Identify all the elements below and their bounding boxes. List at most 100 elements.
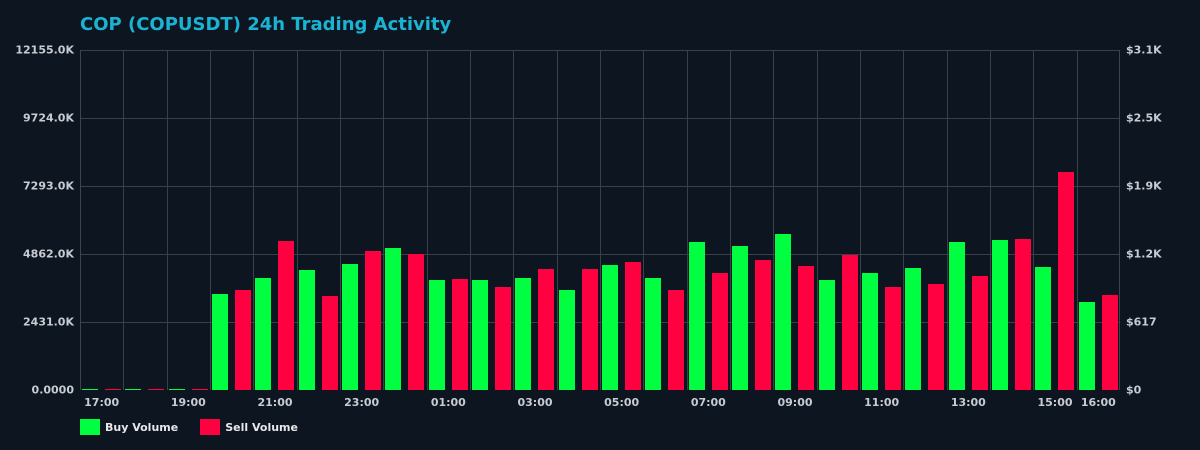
y-tick-right: $1.2K [1126, 247, 1162, 261]
buy-volume-bar[interactable] [342, 264, 358, 390]
x-tick-label: 19:00 [170, 396, 206, 409]
y-tick-right: $2.5K [1126, 111, 1162, 125]
v-gridline [600, 50, 601, 390]
sell-volume-bar[interactable] [711, 273, 728, 390]
chart-title: COP (COPUSDT) 24h Trading Activity [80, 14, 452, 35]
buy-volume-bar[interactable] [385, 248, 402, 390]
buy-volume-bar[interactable] [645, 278, 662, 390]
y-tick-right: $0 [1126, 383, 1142, 397]
buy-volume-bar[interactable] [602, 265, 618, 390]
sell-volume-bar[interactable] [928, 284, 945, 390]
v-gridline [253, 50, 255, 390]
sell-volume-bar[interactable] [191, 389, 208, 390]
sell-volume-bar[interactable] [625, 262, 641, 390]
buy-volume-bar[interactable] [992, 240, 1008, 390]
buy-volume-bar[interactable] [732, 246, 748, 390]
buy-volume-bar[interactable] [472, 280, 488, 390]
v-gridline [426, 50, 428, 390]
sell-swatch-icon [200, 419, 221, 435]
v-gridline [340, 50, 341, 390]
v-gridline [643, 50, 645, 390]
sell-volume-bar[interactable] [1058, 172, 1075, 390]
sell-volume-bar[interactable] [755, 260, 771, 390]
sell-volume-bar[interactable] [408, 254, 425, 390]
v-gridline [903, 50, 905, 390]
buy-volume-bar[interactable] [515, 278, 532, 390]
buy-volume-bar[interactable] [125, 389, 142, 390]
legend-label-buy: Buy Volume [105, 420, 179, 434]
y-tick-right: $1.9K [1126, 179, 1162, 193]
y-tick-left: 7293.0K [23, 179, 74, 193]
v-gridline [773, 50, 775, 390]
buy-volume-bar[interactable] [948, 242, 965, 390]
x-tick-label: 11:00 [864, 396, 900, 409]
sell-volume-bar[interactable] [581, 269, 598, 390]
v-gridline [166, 50, 168, 390]
v-gridline [296, 50, 298, 390]
sell-volume-bar[interactable] [538, 269, 555, 390]
sell-volume-bar[interactable] [1015, 239, 1031, 390]
y-tick-left: 2431.0K [23, 315, 74, 329]
buy-volume-bar[interactable] [255, 278, 272, 390]
x-tick-label: 23:00 [344, 396, 380, 409]
sell-volume-bar[interactable] [885, 287, 901, 390]
legend-item-buy[interactable]: Buy Volume [80, 419, 178, 435]
sell-volume-bar[interactable] [278, 241, 295, 390]
v-gridline [686, 50, 688, 390]
y-tick-right: $617 [1126, 315, 1157, 329]
buy-volume-bar[interactable] [818, 280, 835, 390]
legend: Buy Volume Sell Volume [80, 419, 320, 435]
x-tick-label: 13:00 [950, 396, 986, 409]
x-tick-label: 21:00 [257, 396, 293, 409]
legend-item-sell[interactable]: Sell Volume [200, 419, 298, 435]
buy-volume-bar[interactable] [775, 234, 792, 390]
x-tick-label: 17:00 [84, 396, 120, 409]
sell-volume-bar[interactable] [148, 389, 165, 390]
sell-volume-bar[interactable] [798, 266, 815, 390]
sell-volume-bar[interactable] [841, 255, 858, 390]
x-tick-label: 09:00 [777, 396, 813, 409]
v-gridline [730, 50, 731, 390]
buy-volume-bar[interactable] [688, 242, 705, 390]
sell-volume-bar[interactable] [451, 279, 468, 390]
sell-volume-bar[interactable] [365, 251, 381, 390]
sell-volume-bar[interactable] [971, 276, 988, 390]
v-gridline [990, 50, 991, 390]
x-tick-label: 15:00 [1037, 396, 1073, 409]
x-tick-label: 05:00 [604, 396, 640, 409]
y-tick-left: 12155.0K [15, 43, 74, 57]
x-tick-label: 03:00 [517, 396, 553, 409]
v-gridline [470, 50, 471, 390]
y-tick-left: 0.0000 [31, 383, 74, 397]
buy-volume-bar[interactable] [298, 270, 315, 390]
v-gridline [556, 50, 558, 390]
y-tick-left: 9724.0K [23, 111, 74, 125]
v-gridline [513, 50, 515, 390]
buy-volume-bar[interactable] [82, 389, 98, 390]
x-tick-label: 01:00 [430, 396, 466, 409]
y-tick-right: $3.1K [1126, 43, 1162, 57]
v-gridline [1033, 50, 1035, 390]
buy-volume-bar[interactable] [1035, 267, 1052, 390]
sell-volume-bar[interactable] [105, 389, 121, 390]
sell-volume-bar[interactable] [1101, 295, 1118, 390]
v-gridline [123, 50, 125, 390]
sell-volume-bar[interactable] [668, 290, 685, 390]
sell-volume-bar[interactable] [235, 290, 251, 390]
buy-volume-bar[interactable] [1078, 302, 1095, 390]
v-gridline [860, 50, 861, 390]
buy-volume-bar[interactable] [212, 294, 228, 390]
buy-swatch-icon [80, 419, 100, 435]
x-tick-label: 07:00 [690, 396, 726, 409]
v-gridline [210, 50, 211, 390]
buy-volume-bar[interactable] [168, 389, 185, 390]
buy-volume-bar[interactable] [862, 273, 878, 390]
buy-volume-bar[interactable] [905, 268, 922, 390]
v-gridline [1076, 50, 1078, 390]
legend-label-sell: Sell Volume [225, 420, 298, 434]
buy-volume-bar[interactable] [428, 280, 445, 390]
buy-volume-bar[interactable] [558, 290, 575, 390]
v-gridline [816, 50, 818, 390]
sell-volume-bar[interactable] [495, 287, 511, 390]
sell-volume-bar[interactable] [321, 296, 338, 390]
